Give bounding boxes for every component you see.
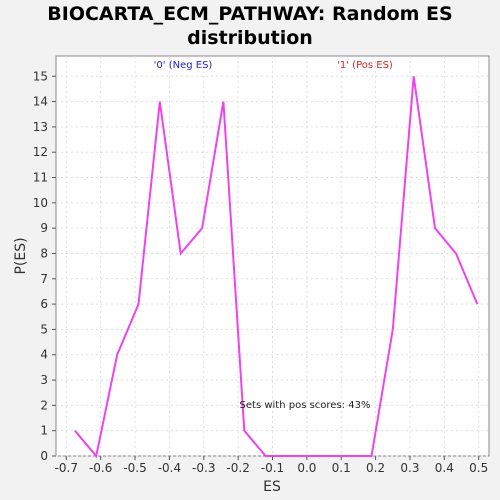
series-line [74,76,479,459]
pos-es-label: '1' (Pos ES) [337,60,393,71]
chart-title-line-1: BIOCARTA_ECM_PATHWAY: Random ES [47,3,452,25]
x-tick-label: -0.4 [158,461,181,475]
neg-es-label: '0' (Neg ES) [154,60,213,71]
x-tick-label: 0.2 [366,461,385,475]
x-tick-label: -0.3 [192,461,215,475]
y-tick-label: 10 [33,196,48,210]
y-tick-label: 7 [40,272,48,286]
x-tick-label: -0.5 [123,461,146,475]
y-tick-label: 12 [33,145,48,159]
y-tick-label: 15 [33,69,48,83]
x-tick-label: 0.1 [332,461,351,475]
chart-title-line-2: distribution [187,27,313,49]
y-tick-label: 2 [40,398,48,412]
y-tick-label: 8 [40,246,48,260]
y-tick-label: 11 [33,171,48,185]
y-tick-label: 0 [40,449,48,463]
y-tick-label: 5 [40,322,48,336]
x-axis-ticks: -0.7 -0.6 -0.5 -0.4 -0.3 -0.2 -0.1 0.0 0.1 0.2 0.3… [55,456,488,475]
x-tick-label: 0.4 [435,461,454,475]
x-tick-label: -0.2 [226,461,249,475]
x-tick-label: -0.7 [55,461,78,475]
x-tick-label: 0.0 [297,461,316,475]
x-tick-label: 0.3 [400,461,419,475]
x-tick-label: -0.6 [89,461,112,475]
series-group [74,76,479,459]
x-tick-label: 0.5 [469,461,488,475]
x-axis-label: ES [263,479,281,495]
y-axis-label: P(ES) [13,237,29,274]
x-tick-label: -0.1 [261,461,284,475]
y-tick-label: 1 [40,424,48,438]
y-tick-label: 9 [40,221,48,235]
y-tick-label: 6 [40,297,48,311]
y-tick-label: 3 [40,373,48,387]
pos-scores-annotation: Sets with pos scores: 43% [240,400,371,411]
y-tick-label: 4 [40,348,48,362]
y-tick-label: 13 [33,120,48,134]
y-tick-label: 14 [33,95,48,109]
